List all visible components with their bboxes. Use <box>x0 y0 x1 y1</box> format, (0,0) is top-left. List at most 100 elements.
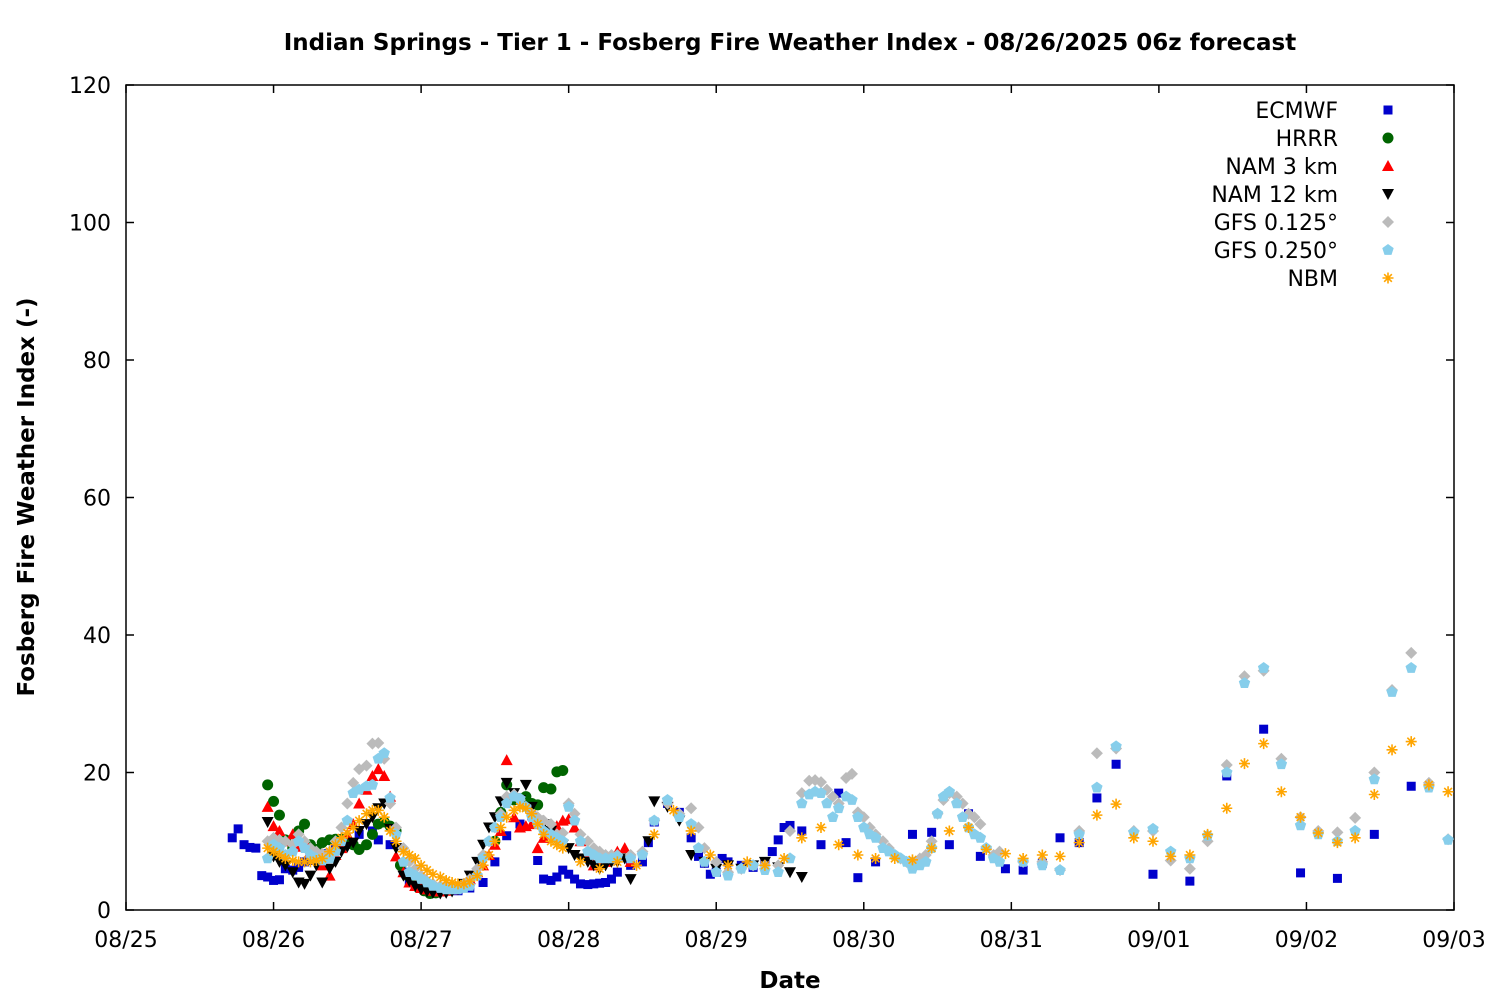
data-point-nam-12-km <box>568 850 581 861</box>
data-point-ecmwf <box>975 851 985 861</box>
data-point-nbm <box>477 859 489 871</box>
data-point-gfs-0-125 <box>968 811 981 824</box>
data-point-gfs-0-125 <box>1220 758 1233 771</box>
data-point-ecmwf <box>239 840 249 850</box>
legend-label-nam-3-km: NAM 3 km <box>1225 155 1338 180</box>
data-point-ecmwf <box>583 880 593 890</box>
data-point-gfs-0-250 <box>341 814 353 826</box>
data-point-gfs-0-125 <box>784 824 796 837</box>
data-point-ecmwf <box>907 829 917 839</box>
data-point-nbm <box>514 801 526 813</box>
data-point-gfs-0-250 <box>624 852 637 864</box>
data-point-nbm <box>980 844 992 855</box>
data-point-nam-3-km <box>378 769 391 781</box>
x-tick-label: 08/26 <box>242 928 305 953</box>
data-point-ecmwf <box>1369 829 1379 839</box>
data-point-ecmwf <box>269 875 279 885</box>
data-point-gfs-0-125 <box>292 828 305 841</box>
data-point-nam-3-km <box>390 850 403 862</box>
legend-marker-nam-12-km <box>1382 189 1394 200</box>
data-point-gfs-0-250 <box>661 794 674 805</box>
data-point-ecmwf <box>773 835 783 845</box>
data-point-gfs-0-250 <box>1221 766 1233 778</box>
data-point-ecmwf <box>705 869 715 879</box>
data-point-ecmwf <box>816 840 826 850</box>
data-point-nam-3-km <box>261 800 274 812</box>
data-point-nbm <box>397 846 409 858</box>
data-point-ecmwf <box>1055 833 1065 843</box>
data-point-gfs-0-250 <box>1147 822 1159 834</box>
data-point-gfs-0-125 <box>1349 811 1362 824</box>
data-point-gfs-0-125 <box>1368 766 1381 779</box>
data-point-nam-12-km <box>316 877 329 889</box>
data-point-gfs-0-250 <box>827 811 839 822</box>
series-nbm <box>262 736 1454 890</box>
data-point-ecmwf <box>478 878 488 887</box>
data-point-nbm <box>273 849 285 861</box>
data-point-gfs-0-250 <box>951 797 963 809</box>
legend-marker-nbm <box>1382 272 1394 284</box>
series-layer <box>227 646 1455 900</box>
data-point-nbm <box>1368 789 1380 800</box>
data-point-nbm <box>489 835 501 847</box>
data-point-nam-12-km <box>500 777 513 789</box>
data-point-gfs-0-250 <box>772 866 784 877</box>
data-point-gfs-0-250 <box>1386 686 1398 697</box>
data-point-nbm <box>852 849 864 861</box>
data-point-ecmwf <box>612 867 622 877</box>
data-point-nbm <box>551 839 563 851</box>
data-point-nbm <box>361 808 373 820</box>
data-point-ecmwf <box>1406 781 1416 791</box>
data-point-ecmwf <box>944 840 954 850</box>
data-point-nam-3-km <box>508 811 521 823</box>
data-point-nbm <box>316 852 328 864</box>
data-point-nbm <box>889 852 901 864</box>
data-point-gfs-0-250 <box>956 811 969 822</box>
data-point-ecmwf <box>552 872 562 882</box>
data-point-gfs-0-250 <box>384 791 396 803</box>
data-point-nam-3-km <box>366 769 379 781</box>
data-point-nbm <box>421 864 433 876</box>
data-point-gfs-0-250 <box>273 842 286 853</box>
data-point-gfs-0-250 <box>1368 773 1380 785</box>
data-point-nbm <box>557 842 569 854</box>
data-point-nbm <box>262 842 274 854</box>
data-point-gfs-0-250 <box>563 800 575 812</box>
data-point-nbm <box>279 852 291 864</box>
data-point-gfs-0-250 <box>943 785 956 797</box>
data-point-nbm <box>366 804 378 816</box>
data-point-ecmwf <box>1111 759 1121 769</box>
data-point-gfs-0-250 <box>378 747 390 759</box>
data-point-ecmwf <box>1148 869 1158 879</box>
data-point-gfs-0-125 <box>544 818 557 831</box>
data-point-nbm <box>446 877 458 888</box>
y-tick-label: 60 <box>83 487 111 512</box>
data-point-nbm <box>440 874 452 886</box>
data-point-ecmwf <box>257 871 267 881</box>
data-point-ecmwf <box>595 878 605 888</box>
data-point-nbm <box>287 855 299 866</box>
data-point-gfs-0-250 <box>366 778 379 790</box>
data-point-nam-3-km <box>267 820 280 832</box>
data-point-nam-3-km <box>353 797 366 809</box>
legend: ECMWF HRRR NAM 3 km NAM 12 km GFS 0.125° GFS … <box>1211 99 1394 292</box>
data-point-nbm <box>1275 786 1287 798</box>
data-point-nbm <box>704 849 716 861</box>
data-point-ecmwf <box>1000 864 1010 874</box>
legend-label-nam-12-km: NAM 12 km <box>1211 183 1338 208</box>
data-point-nbm <box>495 822 507 833</box>
data-point-nbm <box>520 802 532 814</box>
data-point-nbm <box>526 808 538 820</box>
x-tick-label: 08/27 <box>389 928 452 953</box>
data-point-hrrr <box>366 828 378 840</box>
data-point-gfs-0-250 <box>1073 828 1085 840</box>
data-point-gfs-0-250 <box>869 831 882 843</box>
legend-marker-hrrr <box>1382 132 1394 144</box>
data-point-nam-12-km <box>519 779 532 791</box>
data-point-nam-12-km <box>624 874 637 886</box>
data-point-ecmwf <box>274 875 284 885</box>
data-point-nbm <box>631 859 643 871</box>
data-point-nbm <box>963 822 975 833</box>
data-point-gfs-0-125 <box>1090 747 1103 760</box>
data-point-gfs-0-250 <box>636 849 649 860</box>
